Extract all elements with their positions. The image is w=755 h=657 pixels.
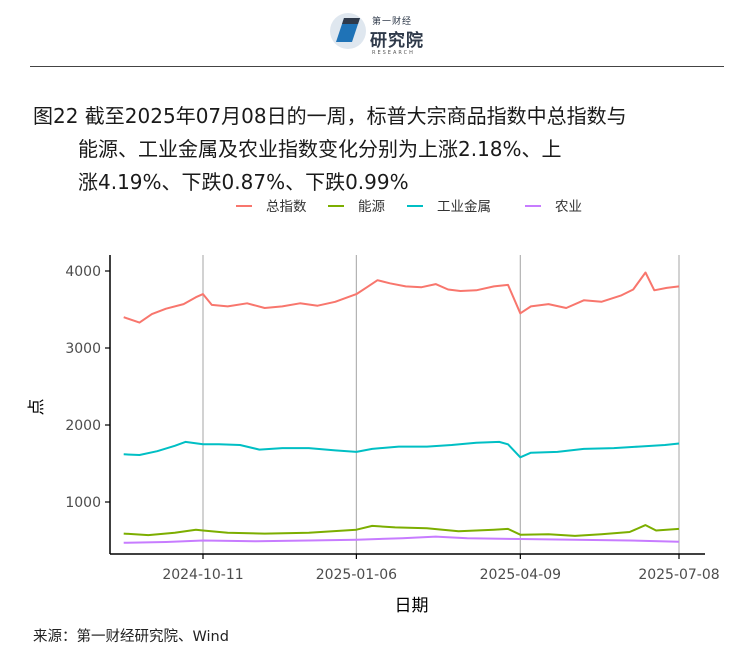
logo-tag: 第一财经 (372, 17, 413, 27)
figure-title-line2: 能源、工业金属及农业指数变化分别为上涨2.18%、上 (78, 137, 562, 161)
source-note: 来源：第一财经研究院、Wind (33, 629, 229, 645)
figure-title-line1: 图22 截至2025年07月08日的一周，标普大宗商品指数中总指数与 (33, 104, 627, 128)
legend-label-1: 总指数 (266, 199, 307, 215)
y-axis-label: 点 (27, 399, 47, 416)
y-tick-label-2: 2000 (65, 418, 101, 434)
series-line-4 (123, 535, 680, 544)
chart-series (123, 271, 680, 544)
y-tick-label-1: 1000 (65, 495, 101, 511)
x-tick-label-1: 2024-10-11 (162, 567, 243, 583)
logo-emblem-icon (330, 13, 366, 49)
legend-label-4: 农业 (555, 199, 582, 215)
series-line-2 (123, 524, 680, 537)
figure-title-line3: 涨4.19%、下跌0.87%、下跌0.99% (78, 170, 409, 194)
legend-label-2: 能源 (358, 199, 385, 215)
series-line-3 (123, 440, 680, 459)
commodity-index-line-chart: 总指数 能源 工业金属 农业 1000 2000 3000 4000 2024-10-11 20… (27, 199, 720, 616)
logo-english: RESEARCH (372, 50, 415, 56)
y-tick-label-4: 4000 (65, 264, 101, 280)
legend-label-3: 工业金属 (437, 199, 491, 215)
series-line-1 (123, 271, 680, 324)
x-axis-label: 日期 (395, 596, 429, 616)
chart-legend: 总指数 能源 工业金属 农业 (236, 199, 582, 215)
x-tick-label-4: 2025-07-08 (638, 567, 719, 583)
research-institute-logo: 第一财经 研究院 RESEARCH (328, 10, 438, 56)
x-tick-label-3: 2025-04-09 (480, 567, 561, 583)
x-tick-label-2: 2025-01-06 (316, 567, 397, 583)
logo-name: 研究院 (370, 31, 424, 51)
chart-axes: 1000 2000 3000 4000 2024-10-11 2025-01-06 2025… (65, 255, 720, 583)
y-tick-label-3: 3000 (65, 341, 101, 357)
header-divider (30, 66, 724, 67)
chart-gridlines (202, 255, 680, 554)
figure-title: 图22 截至2025年07月08日的一周，标普大宗商品指数中总指数与 能源、工业… (33, 100, 733, 199)
